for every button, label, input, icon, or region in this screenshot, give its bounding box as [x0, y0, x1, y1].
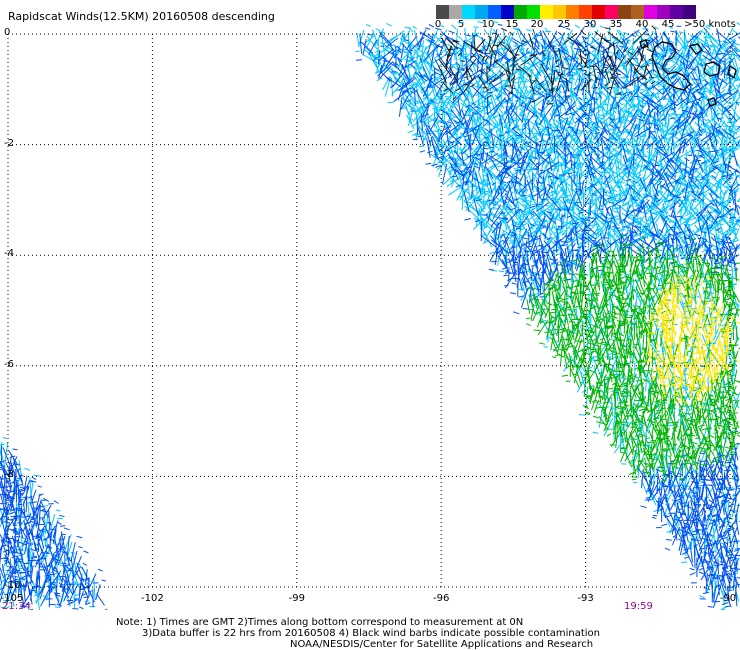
scale-swatch [605, 5, 618, 19]
island-genovesa [639, 39, 649, 49]
scale-swatch [462, 5, 475, 19]
latitude-label: -4 [4, 248, 14, 260]
scale-swatch [501, 5, 514, 19]
lat-lon-grid [7, 33, 740, 588]
latitude-label: -6 [4, 358, 14, 370]
scale-label: 15 [505, 19, 519, 30]
left-swath-time: 21:34 [2, 601, 31, 612]
note-line-3: NOAA/NESDIS/Center for Satellite Applica… [290, 639, 594, 650]
scale-swatch [631, 5, 644, 19]
longitude-label: -99 [288, 593, 305, 604]
scale-swatch [579, 5, 592, 19]
island-isabela [651, 41, 691, 91]
scale-label: 40 [635, 19, 649, 30]
scale-swatch [592, 5, 605, 19]
scale-swatch [488, 5, 501, 19]
scale-swatch [657, 5, 670, 19]
scale-label: 30 [583, 19, 597, 30]
scale-swatch [436, 5, 449, 19]
wind-speed-color-scale [436, 5, 696, 19]
scale-swatch [527, 5, 540, 19]
scale-label: 0 [434, 19, 442, 30]
scale-swatch [670, 5, 683, 19]
latitude-label: 0 [4, 27, 11, 38]
latitude-label: -2 [4, 137, 14, 149]
scale-swatch [644, 5, 657, 19]
right-swath-time: 19:59 [624, 601, 653, 612]
island-santa-cruz [703, 61, 721, 77]
scale-label: 45 [661, 19, 675, 30]
map-title: Rapidscat Winds(12.5KM) 20160508 descend… [8, 10, 275, 23]
wind-barbs [438, 25, 657, 105]
scale-swatch [683, 5, 696, 19]
wind-map [0, 21, 740, 610]
scale-swatch [475, 5, 488, 19]
scale-swatch [553, 5, 566, 19]
longitude-label: -105 [0, 593, 24, 604]
longitude-label: -102 [141, 593, 164, 604]
scale-swatch [566, 5, 579, 19]
wind-barbs [0, 21, 740, 610]
galapagos-islands [639, 39, 737, 107]
longitude-label: -90 [719, 593, 737, 604]
island-san-cristobal [727, 64, 737, 80]
scale-swatch [618, 5, 631, 19]
island-santiago [688, 43, 703, 55]
scale-label: >50 knots [684, 19, 736, 30]
island-floreana [707, 97, 717, 107]
longitude-label: -93 [577, 593, 594, 604]
longitude-label: -96 [433, 593, 450, 604]
scale-label: 20 [530, 19, 544, 30]
scale-label: 10 [481, 19, 495, 30]
note-line-2: 3)Data buffer is 22 hrs from 20160508 4)… [142, 628, 600, 639]
latitude-label: -8 [4, 469, 14, 481]
latitude-label: -10 [4, 580, 21, 591]
scale-swatch [449, 5, 462, 19]
note-line-1: Note: 1) Times are GMT 2)Times along bot… [116, 617, 524, 628]
wind-barbs [644, 272, 740, 410]
wind-barb-swaths [0, 21, 740, 610]
wind-barbs [0, 21, 740, 610]
scale-label: 25 [557, 19, 571, 30]
scale-swatch [514, 5, 527, 19]
scale-swatch [540, 5, 553, 19]
scale-label: 35 [609, 19, 623, 30]
scale-label: 5 [457, 19, 465, 30]
